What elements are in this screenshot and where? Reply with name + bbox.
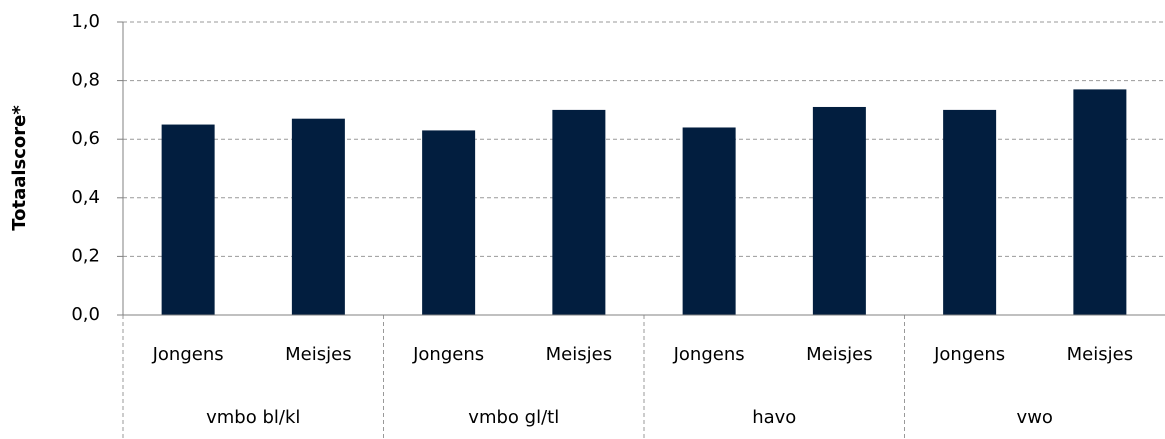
x-tick-label: Jongens [673,344,745,365]
x-tick-label: Meisjes [285,344,351,365]
bar [1073,89,1127,315]
x-tick-label: Jongens [412,344,484,365]
group-label: havo [752,407,796,428]
y-tick-label: 0,6 [71,128,100,149]
y-tick-label: 1,0 [71,11,100,32]
group-label: vmbo bl/kl [206,407,300,428]
y-tick-label: 0,2 [71,245,100,266]
group-label: vmbo gl/tl [468,407,559,428]
bar [682,127,736,315]
x-tick-label: Meisjes [546,344,612,365]
x-tick-label: Jongens [933,344,1005,365]
y-tick-label: 0,0 [71,304,100,325]
x-tick-label: Meisjes [806,344,872,365]
bar [422,130,476,315]
y-axis-label: Totaalscore* [9,105,30,231]
bar [552,109,606,316]
bar [161,124,215,315]
bar [812,106,866,315]
x-tick-label: Meisjes [1067,344,1133,365]
group-label: vwo [1017,407,1053,428]
y-tick-label: 0,4 [71,187,100,208]
bar [291,118,345,315]
bar [943,109,997,316]
x-tick-label: Jongens [152,344,224,365]
y-tick-label: 0,8 [71,70,100,91]
